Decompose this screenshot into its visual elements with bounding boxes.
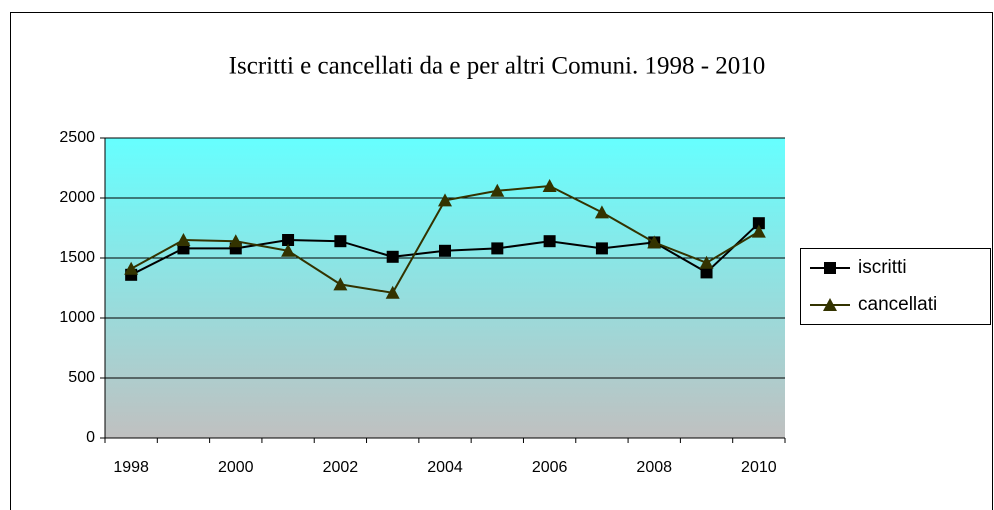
data-point bbox=[543, 235, 556, 248]
data-point bbox=[124, 261, 139, 275]
data-point bbox=[385, 285, 400, 299]
data-point bbox=[439, 244, 451, 257]
legend bbox=[800, 248, 991, 325]
legend-marker bbox=[823, 298, 837, 311]
legend-label: cancellati bbox=[858, 294, 937, 315]
x-tick-label: 1998 bbox=[113, 459, 149, 476]
data-point bbox=[699, 255, 714, 269]
data-point bbox=[491, 242, 504, 255]
y-tick-label: 1000 bbox=[59, 309, 95, 326]
x-tick-label: 2006 bbox=[532, 459, 568, 476]
data-point bbox=[228, 234, 243, 248]
y-tick-label: 0 bbox=[86, 429, 95, 446]
data-point bbox=[334, 235, 347, 248]
y-tick-label: 1500 bbox=[59, 249, 95, 266]
data-point bbox=[490, 183, 505, 197]
legend-marker bbox=[824, 262, 836, 274]
x-tick-label: 2000 bbox=[218, 459, 254, 476]
data-point bbox=[386, 250, 399, 263]
data-point bbox=[542, 179, 557, 192]
data-point bbox=[333, 277, 348, 291]
chart-border bbox=[10, 12, 993, 510]
data-point bbox=[594, 205, 609, 219]
data-point bbox=[176, 233, 191, 246]
x-tick-label: 2008 bbox=[636, 459, 672, 476]
x-tick-label: 2010 bbox=[741, 459, 777, 476]
legend-label: iscritti bbox=[858, 257, 907, 278]
data-point bbox=[751, 224, 766, 238]
chart-title: Iscritti e cancellati da e per altri Com… bbox=[229, 53, 766, 80]
y-tick-label: 2500 bbox=[59, 129, 95, 146]
y-tick-label: 500 bbox=[68, 369, 95, 386]
x-tick-label: 2004 bbox=[427, 459, 463, 476]
data-point bbox=[282, 234, 295, 246]
plot-area bbox=[105, 138, 785, 438]
data-point bbox=[752, 217, 765, 230]
data-point bbox=[647, 235, 662, 249]
data-point bbox=[438, 193, 452, 207]
data-point bbox=[595, 242, 608, 255]
y-tick-label: 2000 bbox=[59, 189, 95, 206]
x-tick-label: 2002 bbox=[323, 459, 359, 476]
data-point bbox=[700, 266, 713, 279]
data-point bbox=[281, 243, 296, 257]
